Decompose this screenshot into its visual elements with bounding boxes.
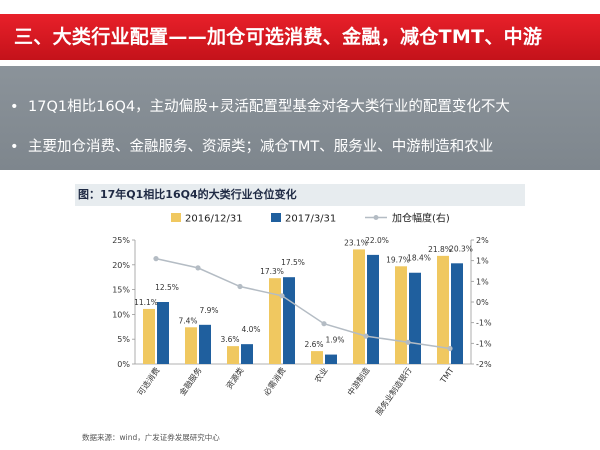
slide-title: 三、大类行业配置——加仓可选消费、金融，减仓TMT、中游 <box>0 14 600 60</box>
bar-2016 <box>185 327 197 364</box>
x-tick-label: 资源类 <box>224 365 246 390</box>
data-label-2017: 22.0% <box>365 236 389 245</box>
legend-swatch-2016 <box>171 213 181 222</box>
x-tick-label: 可选消费 <box>135 365 162 397</box>
point-change <box>321 321 327 327</box>
y-tick-label-left: 5% <box>117 335 130 344</box>
data-label-2016: 23.1% <box>344 238 368 247</box>
bar-2016 <box>311 351 323 364</box>
bar-2016 <box>437 255 449 364</box>
point-change <box>195 265 201 271</box>
bar-2017 <box>409 272 421 364</box>
chart-title: 图：17年Q1相比16Q4的大类行业仓位变化 <box>75 184 525 206</box>
data-label-2017: 20.3% <box>449 244 473 253</box>
x-tick-label: 服务业制造银行 <box>373 365 413 417</box>
bullet-text-1: 17Q1相比16Q4，主动偏股+灵活配置型基金对各大类行业的配置变化不大 <box>28 99 510 115</box>
x-tick-label: 必需消费 <box>261 365 288 397</box>
bar-2017 <box>199 324 211 364</box>
legend-label-2017: 2017/3/31 <box>285 214 336 225</box>
y-tick-label-right: -1% <box>476 319 492 328</box>
bar-2016 <box>227 346 239 364</box>
x-tick-label: 金融服务 <box>177 365 204 397</box>
y-tick-label-right: 2% <box>476 236 489 245</box>
data-label-2016: 19.7% <box>386 255 410 264</box>
y-tick-label-right: 1% <box>476 257 489 266</box>
data-label-2016: 3.6% <box>220 335 239 344</box>
x-tick-label: TMT <box>438 366 456 386</box>
data-label-2016: 11.1% <box>134 298 158 307</box>
chart-container: 图：17年Q1相比16Q4的大类行业仓位变化 2016/12/31 2017/3/… <box>75 184 525 437</box>
legend-marker-change <box>373 215 379 220</box>
data-label-2017: 12.5% <box>155 283 179 292</box>
data-label-2017: 17.5% <box>281 258 305 267</box>
data-label-2016: 21.8% <box>428 245 452 254</box>
bar-2017 <box>283 277 295 364</box>
data-label-2016: 17.3% <box>260 267 284 276</box>
bullet-item-2: • 主要加仓消费、金融服务、资源类；减仓TMT、服务业、中游制造和农业 <box>10 135 493 156</box>
bar-2017 <box>451 263 463 364</box>
data-label-2016: 2.6% <box>304 340 323 349</box>
bullet-dot-icon: • <box>10 139 19 155</box>
bullet-text-2: 主要加仓消费、金融服务、资源类；减仓TMT、服务业、中游制造和农业 <box>28 139 494 155</box>
bullet-panel <box>0 66 600 170</box>
bar-2016 <box>353 249 365 364</box>
bar-2017 <box>157 302 169 364</box>
data-label-2017: 1.9% <box>325 336 344 345</box>
bar-2016 <box>269 278 281 364</box>
point-change <box>405 339 411 345</box>
y-tick-label-left: 10% <box>112 310 130 319</box>
y-tick-label-left: 15% <box>112 286 130 295</box>
y-tick-label-right: 0% <box>476 298 489 307</box>
legend-label-2016: 2016/12/31 <box>185 214 243 225</box>
data-label-2017: 18.4% <box>407 254 431 263</box>
bar-2016 <box>395 266 407 364</box>
bar-2017 <box>367 254 379 364</box>
point-change <box>363 333 369 339</box>
x-tick-label: 农业 <box>312 365 329 384</box>
bar-2017 <box>241 344 253 364</box>
y-tick-label-right: 1% <box>476 277 489 286</box>
point-change <box>447 345 453 352</box>
y-tick-label-left: 0% <box>117 360 130 369</box>
bullet-item-1: • 17Q1相比16Q4，主动偏股+灵活配置型基金对各大类行业的配置变化不大 <box>10 95 510 116</box>
bar-2017 <box>325 354 337 364</box>
data-label-2017: 4.0% <box>241 325 260 334</box>
bar-2016 <box>143 308 155 364</box>
data-label-2016: 7.4% <box>178 316 197 325</box>
y-tick-label-right: -1% <box>476 339 492 348</box>
chart-svg: 2016/12/31 2017/3/31 加仓幅度(右) 0% 5% 10% 15% 20% 2… <box>112 212 492 418</box>
point-change <box>237 283 243 290</box>
line-change <box>155 257 451 350</box>
data-label-2017: 7.9% <box>199 306 218 315</box>
legend-label-change: 加仓幅度(右) <box>392 212 450 225</box>
x-tick-label: 中游制造 <box>345 365 372 397</box>
y-tick-label-right: -2% <box>476 360 492 369</box>
point-change <box>153 256 159 262</box>
point-change <box>279 293 285 299</box>
y-tick-label-left: 25% <box>112 236 130 245</box>
legend-swatch-2017 <box>271 213 281 222</box>
source-note: 数据来源：wind，广发证券发展研究中心 <box>82 433 220 442</box>
y-tick-label-left: 20% <box>112 261 130 270</box>
bullet-dot-icon: • <box>10 99 19 115</box>
